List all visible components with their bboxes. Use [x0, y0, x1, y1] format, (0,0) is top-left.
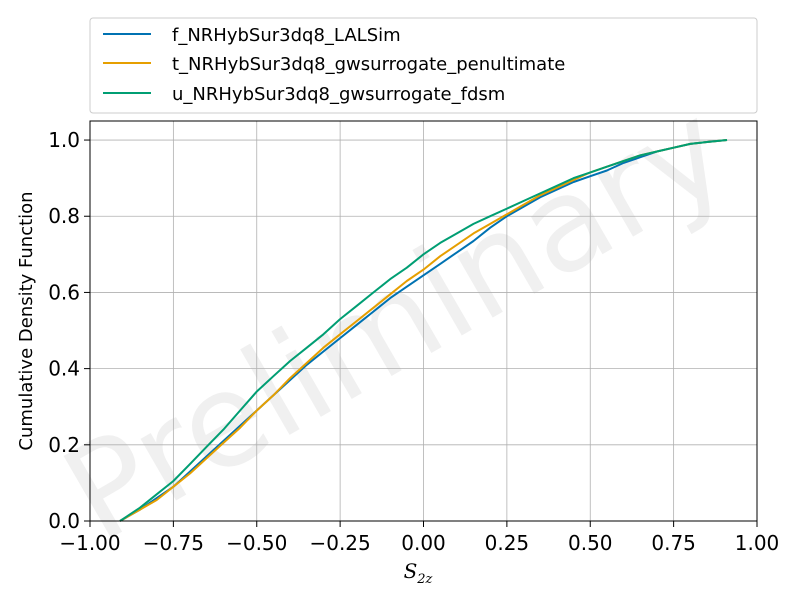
series-line-fdsm [119, 139, 728, 522]
x-ticks: −1.00 −0.75 −0.50 −0.25 0.00 0.25 0.50 0.75 1.00 [59, 521, 779, 555]
y-tick-label: 0.0 [48, 509, 80, 533]
series-lines [119, 139, 728, 522]
y-axis-label: Cumulative Density Function [16, 191, 37, 450]
y-tick-label: 0.4 [48, 357, 80, 381]
x-tick-label: 0.75 [651, 531, 696, 555]
x-axis-label: S2z [404, 559, 433, 587]
legend-label-penultimate: t_NRHybSur3dq8_gwsurrogate_penultimate [172, 54, 565, 75]
legend-label-fdsm: u_NRHybSur3dq8_gwsurrogate_fdsm [172, 84, 505, 105]
y-tick-label: 0.8 [48, 204, 80, 228]
y-tick-label: 0.2 [48, 433, 80, 457]
y-tick-label: 0.6 [48, 280, 80, 304]
y-ticks: 0.0 0.2 0.4 0.6 0.8 1.0 [48, 128, 90, 533]
x-tick-label: 0.25 [485, 531, 530, 555]
y-tick-label: 1.0 [48, 128, 80, 152]
x-axis-label-main: S [404, 559, 418, 583]
x-axis-label-sub: 2z [416, 572, 432, 587]
legend: f_NRHybSur3dq8_LALSim t_NRHybSur3dq8_gws… [89, 17, 758, 114]
x-tick-label: −0.75 [143, 531, 204, 555]
x-tick-label: 0.50 [568, 531, 613, 555]
x-tick-label: −1.00 [59, 531, 120, 555]
legend-label-lalsim: f_NRHybSur3dq8_LALSim [172, 25, 401, 46]
x-tick-label: −0.25 [309, 531, 370, 555]
x-tick-label: 0.00 [401, 531, 446, 555]
watermark-text: Preliminary [39, 73, 751, 572]
x-tick-label: −0.50 [226, 531, 287, 555]
x-tick-label: 1.00 [735, 531, 780, 555]
legend-box [89, 17, 758, 114]
series-line-lalsim [119, 139, 728, 522]
